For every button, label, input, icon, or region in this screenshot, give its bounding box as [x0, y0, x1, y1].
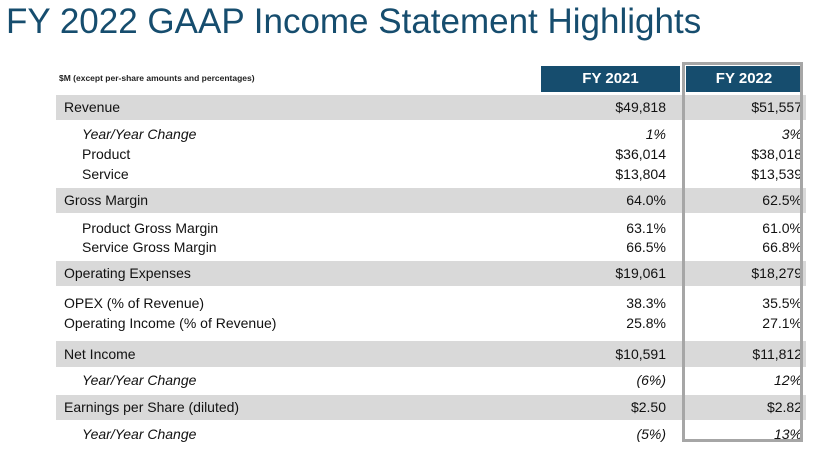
value-fy2022: 3%	[781, 126, 802, 142]
row-label: Product	[82, 146, 131, 162]
value-fy2021: 25.8%	[626, 315, 666, 331]
value-fy2021: $49,818	[615, 99, 666, 115]
value-fy2022: 35.5%	[762, 295, 802, 311]
value-fy2022: $2.82	[766, 399, 802, 415]
value-fy2021: 63.1%	[626, 220, 666, 236]
row-label: Product Gross Margin	[82, 220, 219, 236]
table-row-eps-yoy: Year/Year Change (5%) 13%	[56, 424, 806, 444]
row-label: Year/Year Change	[82, 426, 197, 442]
table-row-net-income: Net Income $10,591 $11,812	[56, 341, 806, 367]
page-title: FY 2022 GAAP Income Statement Highlights	[6, 2, 702, 41]
table-row-service: Service $13,804 $13,539	[56, 164, 806, 184]
value-fy2022: 61.0%	[762, 220, 802, 236]
value-fy2021: 38.3%	[626, 295, 666, 311]
value-fy2022: 66.8%	[762, 239, 802, 255]
value-fy2021: $13,804	[615, 166, 666, 182]
row-label: Service Gross Margin	[82, 239, 217, 255]
value-fy2022: 27.1%	[762, 315, 802, 331]
table-row-service-gross-margin: Service Gross Margin 66.5% 66.8%	[56, 237, 806, 257]
table-row-net-income-yoy: Year/Year Change (6%) 12%	[56, 370, 806, 390]
table-row-operating-expenses: Operating Expenses $19,061 $18,279	[56, 261, 806, 286]
value-fy2021: $10,591	[615, 346, 666, 362]
table-row-gross-margin: Gross Margin 64.0% 62.5%	[56, 188, 806, 213]
value-fy2021: $36,014	[615, 146, 666, 162]
table-row-product: Product $36,014 $38,018	[56, 144, 806, 164]
value-fy2022: $38,018	[751, 146, 802, 162]
row-label: Operating Income (% of Revenue)	[64, 315, 277, 331]
value-fy2022: $13,539	[751, 166, 802, 182]
value-fy2021: $2.50	[630, 399, 666, 415]
value-fy2022: $51,557	[751, 99, 802, 115]
row-label: Year/Year Change	[82, 126, 197, 142]
value-fy2022: 13%	[773, 426, 802, 442]
row-label: Gross Margin	[64, 192, 149, 208]
row-label: Service	[82, 166, 129, 182]
value-fy2022: $18,279	[751, 265, 802, 281]
value-fy2021: 66.5%	[626, 239, 666, 255]
table-row-eps: Earnings per Share (diluted) $2.50 $2.82	[56, 395, 806, 420]
table-row-operating-income-pct: Operating Income (% of Revenue) 25.8% 27…	[56, 313, 806, 333]
value-fy2021: 1%	[645, 126, 666, 142]
table-row-product-gross-margin: Product Gross Margin 63.1% 61.0%	[56, 218, 806, 238]
value-fy2022: 12%	[773, 372, 802, 388]
value-fy2021: $19,061	[615, 265, 666, 281]
value-fy2022: 62.5%	[762, 192, 802, 208]
table-row-revenue-yoy: Year/Year Change 1% 3%	[56, 124, 806, 144]
value-fy2021: (6%)	[636, 372, 666, 388]
column-header-fy2021: FY 2021	[541, 66, 680, 92]
row-label: Year/Year Change	[82, 372, 197, 388]
value-fy2022: $11,812	[752, 346, 802, 362]
row-label: Earnings per Share (diluted)	[64, 399, 240, 415]
row-label: Net Income	[64, 346, 136, 362]
column-header-fy2022: FY 2022	[686, 66, 802, 92]
table-row-revenue: Revenue $49,818 $51,557	[56, 95, 806, 120]
row-label: Revenue	[64, 99, 121, 115]
value-fy2021: (5%)	[636, 426, 666, 442]
table-row-opex-pct: OPEX (% of Revenue) 38.3% 35.5%	[56, 293, 806, 313]
units-note: $M (except per-share amounts and percent…	[59, 73, 255, 83]
row-label: Operating Expenses	[64, 265, 191, 281]
value-fy2021: 64.0%	[626, 192, 666, 208]
row-label: OPEX (% of Revenue)	[64, 295, 205, 311]
